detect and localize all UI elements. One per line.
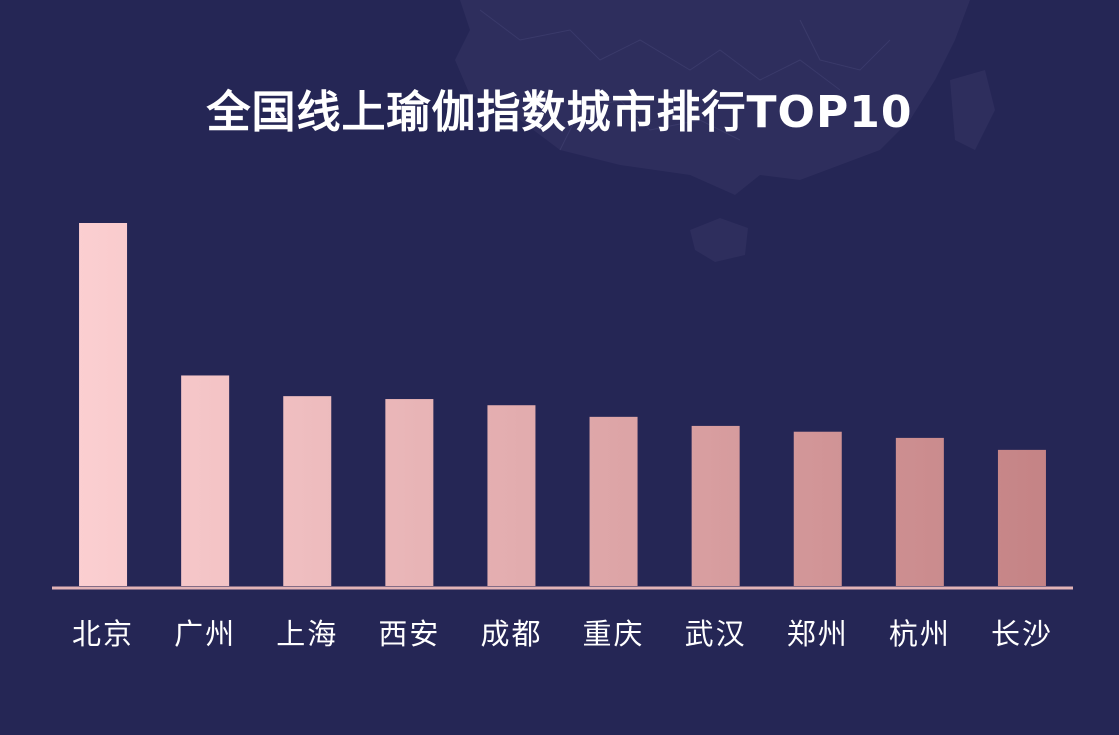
x-tick-label: 长沙	[991, 617, 1053, 651]
x-tick-label: 广州	[174, 617, 236, 651]
bar-4	[385, 399, 434, 586]
x-tick-label: 西安	[378, 617, 440, 651]
x-tick-label: 成都	[480, 617, 542, 651]
bar-5	[487, 405, 536, 586]
bar-7	[691, 425, 740, 586]
x-tick-label: 郑州	[787, 617, 849, 651]
bar-1	[79, 223, 128, 586]
x-tick-label: 北京	[72, 617, 134, 651]
chart-title: 全国线上瑜伽指数城市排行TOP10	[206, 87, 913, 138]
bar-9	[895, 437, 944, 586]
bar-6	[589, 416, 638, 586]
bar-10	[997, 449, 1046, 586]
x-tick-label: 杭州	[889, 617, 951, 651]
x-tick-label: 重庆	[583, 617, 645, 651]
x-tick-label: 武汉	[685, 617, 747, 651]
bar-8	[793, 431, 842, 586]
bars-group	[79, 223, 1046, 586]
bar-3	[283, 396, 332, 586]
bar-2	[181, 375, 230, 586]
x-tick-labels: 北京 广州 上海 西安 成都 重庆 武汉 郑州 杭州 长沙	[72, 617, 1053, 651]
x-tick-label: 上海	[276, 617, 338, 651]
